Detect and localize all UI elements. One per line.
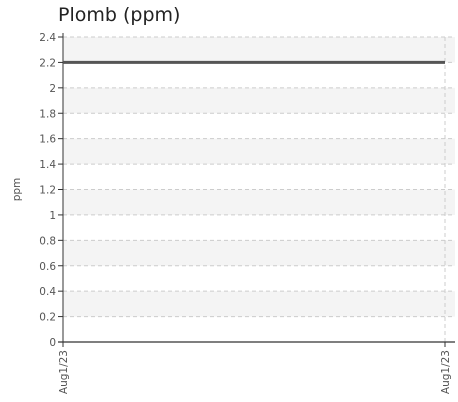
background-bands (63, 37, 455, 317)
y-tick-label: 1.4 (39, 159, 56, 171)
background-band (63, 291, 455, 317)
y-tick-label: 0.8 (39, 235, 56, 247)
y-tick-label: 1.8 (39, 108, 56, 120)
tick-labels: 0 0.2 0.4 0.6 0.8 1 1.2 1.4 1.6 1.8 2 2.2 2.4 Aug1/23… (11, 32, 452, 394)
background-band (63, 240, 455, 266)
y-tick-label: 2.4 (39, 32, 56, 44)
axes (58, 33, 455, 347)
y-tick-label: 1 (49, 210, 56, 222)
y-tick-label: 2.2 (39, 57, 56, 69)
y-tick-label: 0.6 (39, 261, 56, 273)
x-tick-label: Aug1/23 (58, 350, 70, 394)
background-band (63, 87, 455, 114)
chart-title: Plomb (ppm) (58, 4, 181, 26)
y-tick-label: 0.4 (39, 286, 56, 298)
y-tick-label: 1.6 (39, 134, 56, 146)
y-axis-label: ppm (11, 178, 23, 202)
background-band (63, 37, 455, 63)
x-tick-label: Aug1/23 (440, 350, 452, 394)
background-band (63, 138, 455, 165)
y-tick-label: 2 (49, 83, 56, 95)
y-tick-label: 0.2 (39, 312, 56, 324)
y-tick-label: 0 (49, 337, 56, 349)
y-tick-label: 1.2 (39, 185, 56, 197)
background-band (63, 189, 455, 215)
